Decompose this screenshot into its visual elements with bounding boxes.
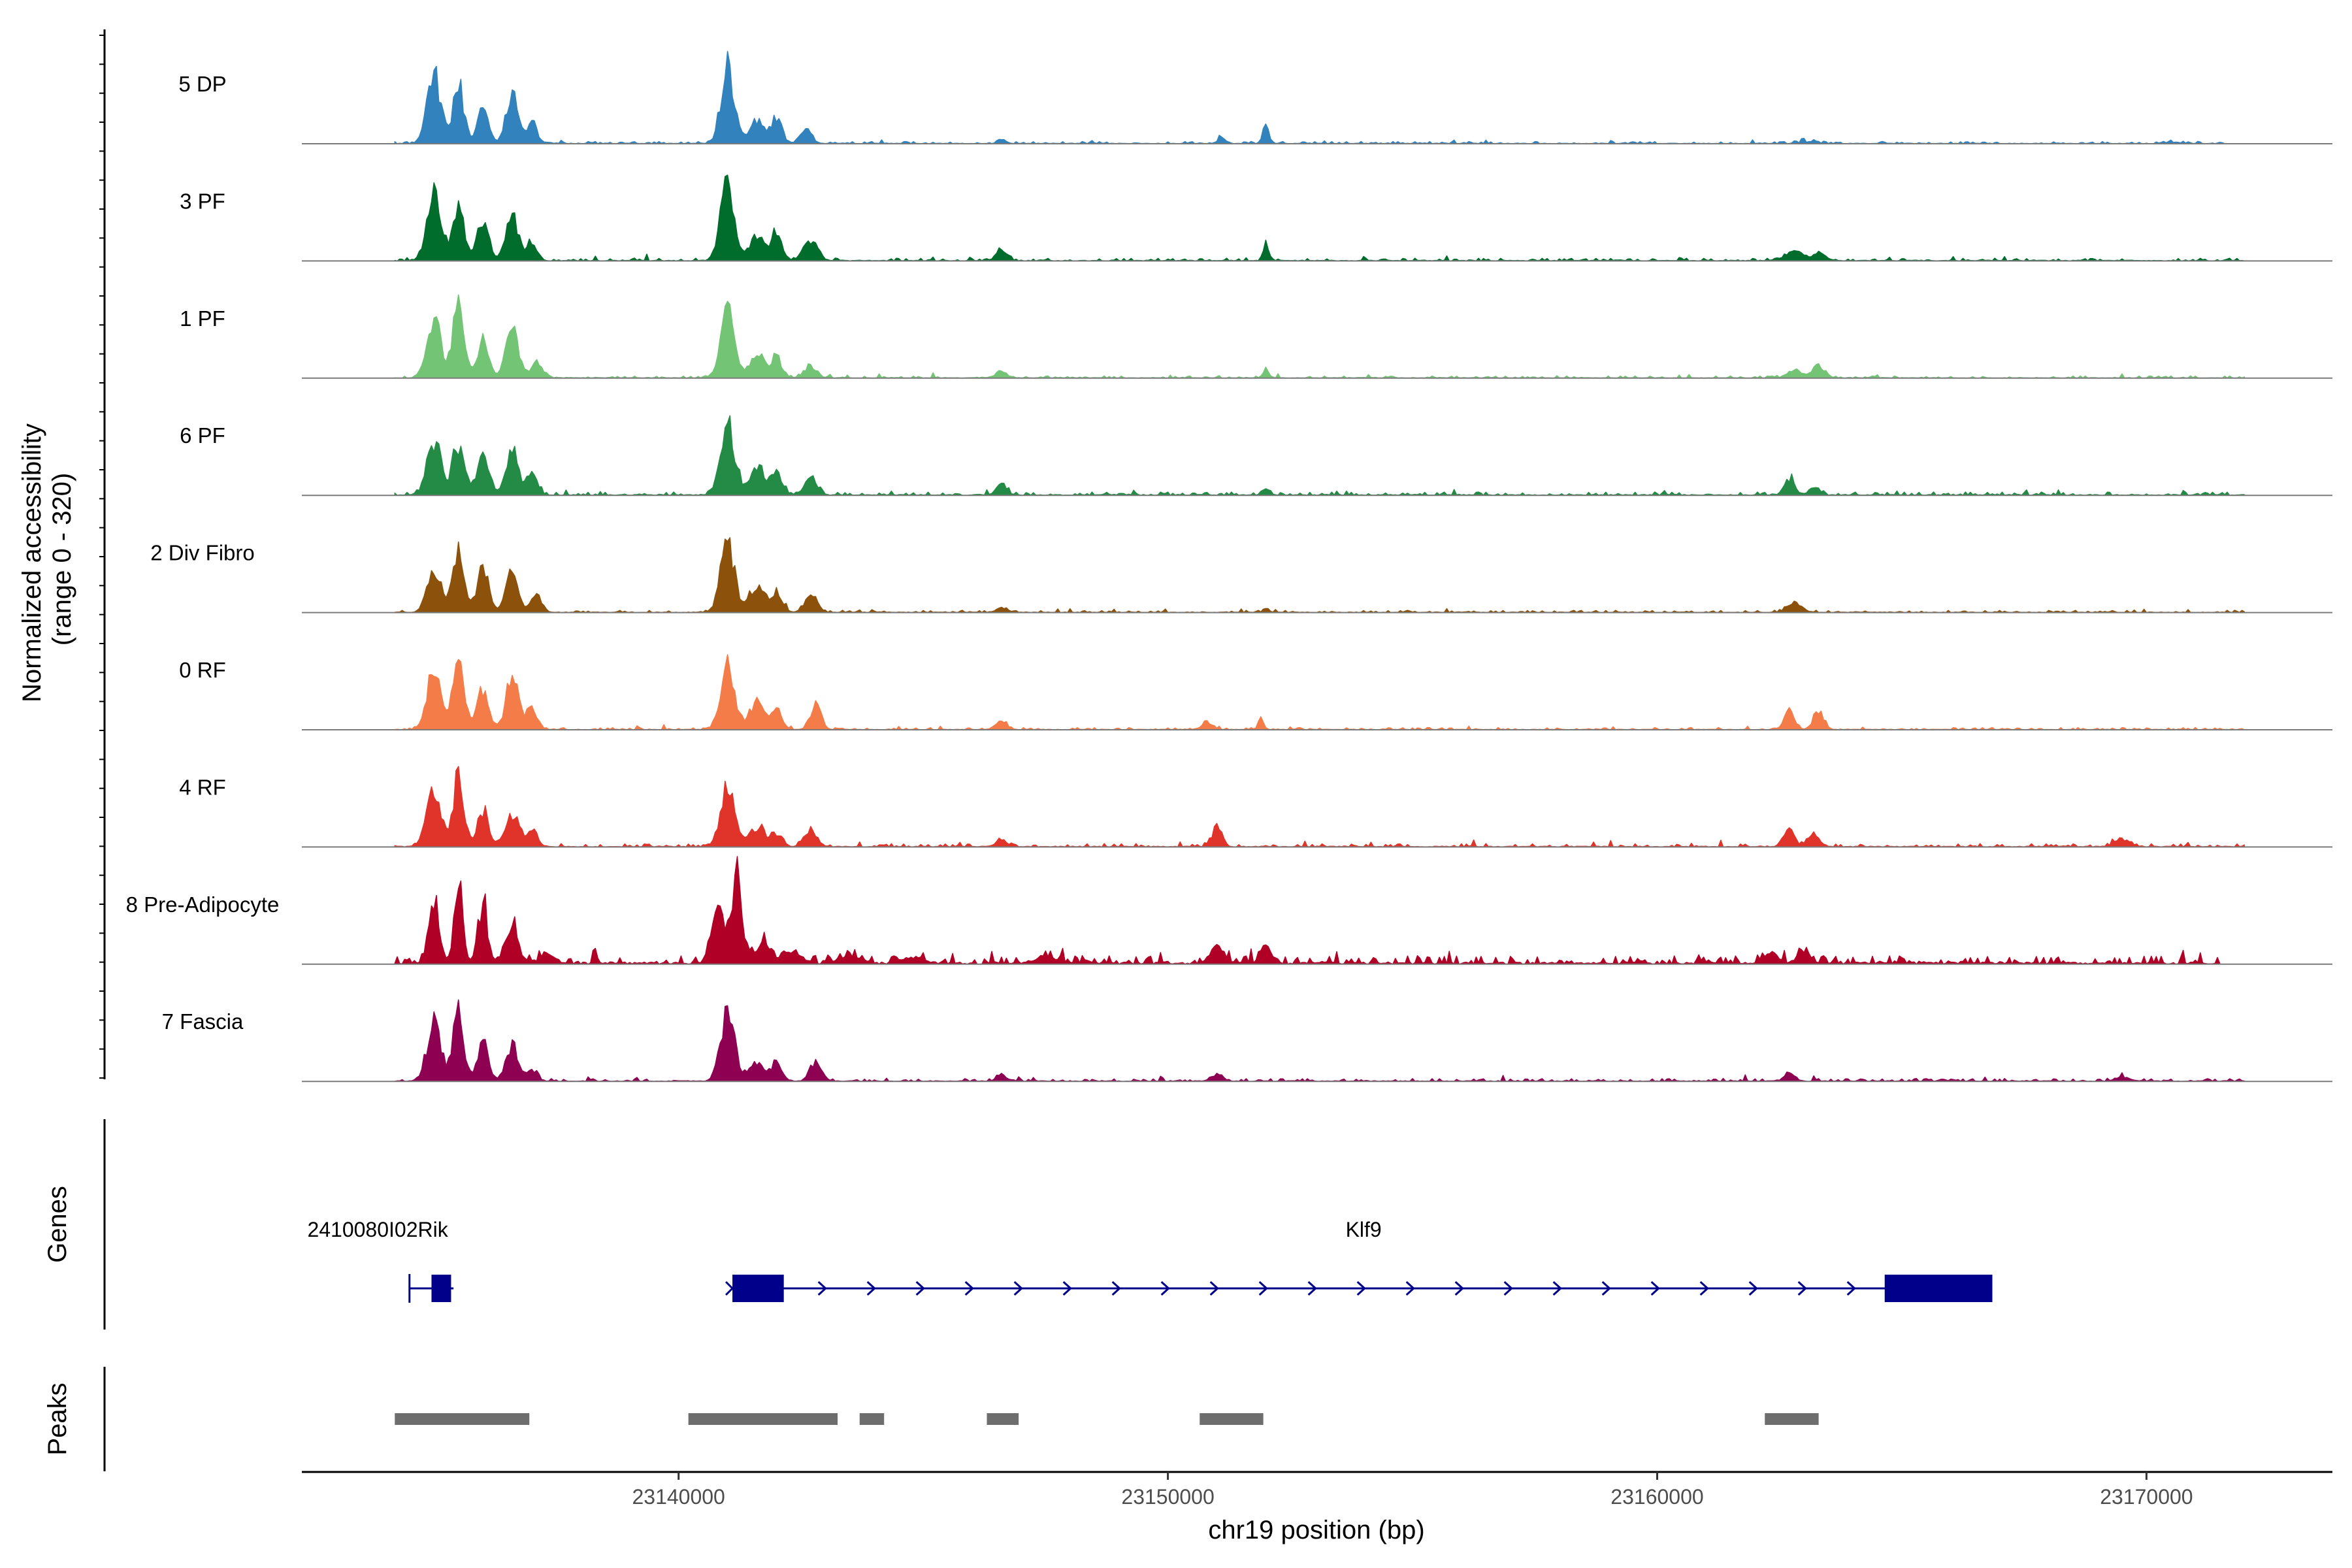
strand-arrow <box>915 1281 925 1296</box>
y-axis-label-line2: (range 0 - 320) <box>48 473 76 646</box>
coverage-area <box>394 50 2225 144</box>
coverage-area <box>394 654 2245 730</box>
peak-region <box>1200 1413 1264 1425</box>
coverage-area <box>394 294 2245 379</box>
track-6: 0 RF <box>179 654 2332 730</box>
track-label: 3 PF <box>180 189 225 213</box>
track-label: 8 Pre-Adipocyte <box>126 892 280 917</box>
peak-region <box>987 1413 1019 1425</box>
coverage-area <box>394 999 2245 1082</box>
coverage-y-axis <box>99 29 106 1079</box>
x-tick-label: 23160000 <box>1610 1485 1703 1509</box>
strand-arrow <box>1846 1281 1856 1296</box>
coverage-area <box>394 537 2245 613</box>
strand-arrow <box>1797 1281 1807 1296</box>
track-label: 7 Fascia <box>162 1009 244 1034</box>
strand-arrow <box>1356 1281 1366 1296</box>
track-label: 1 PF <box>180 306 225 331</box>
strand-arrow <box>1552 1281 1562 1296</box>
genes-panel-label: Genes <box>43 1186 72 1263</box>
peaks-panel-label: Peaks <box>43 1382 72 1455</box>
strand-arrow <box>1062 1281 1072 1296</box>
x-axis-ticks: 23140000 23150000 23160000 23170000 <box>632 1472 2193 1509</box>
strand-arrow <box>1748 1281 1758 1296</box>
y-axis-label-line1: Normalized accessibility <box>18 423 46 702</box>
strand-arrow <box>1699 1281 1709 1296</box>
gene-annotations: 2410080I02Rik Klf9 <box>307 1218 1993 1303</box>
strand-arrow <box>1454 1281 1464 1296</box>
track-label: 6 PF <box>180 423 225 448</box>
strand-arrow <box>1650 1281 1660 1296</box>
strand-arrow <box>725 1281 734 1296</box>
peak-region <box>1765 1413 1819 1425</box>
strand-arrow <box>1209 1281 1219 1296</box>
track-2: 3 PF <box>180 174 2332 262</box>
coverage-area <box>394 766 2245 848</box>
strand-arrow <box>1160 1281 1170 1296</box>
strand-arrow <box>964 1281 974 1296</box>
strand-arrow <box>1307 1281 1317 1296</box>
coverage-area <box>394 415 2245 496</box>
strand-arrow <box>1601 1281 1611 1296</box>
track-label: 4 RF <box>179 775 226 799</box>
coverage-tracks: 5 DP 3 PF 1 PF 6 PF 2 Div Fibro 0 RF 4 RF 8 Pre… <box>126 50 2332 1083</box>
gene-exon <box>431 1275 451 1302</box>
gene-exon <box>1884 1275 1993 1302</box>
track-3: 1 PF <box>180 294 2332 379</box>
coverage-area <box>394 174 2245 262</box>
track-8: 8 Pre-Adipocyte <box>126 856 2332 965</box>
x-tick-label: 23170000 <box>2100 1485 2193 1509</box>
y-axis-label: Normalized accessibility (range 0 - 320) <box>18 416 76 702</box>
strand-arrow <box>1258 1281 1268 1296</box>
track-label: 5 DP <box>178 72 226 96</box>
strand-arrow <box>1503 1281 1513 1296</box>
track-5: 2 Div Fibro <box>150 537 2332 613</box>
strand-arrow <box>817 1281 827 1296</box>
track-4: 6 PF <box>180 415 2332 497</box>
track-label: 0 RF <box>179 658 226 682</box>
strand-arrow <box>1405 1281 1415 1296</box>
peak-region <box>395 1413 530 1425</box>
x-tick-label: 23150000 <box>1121 1485 1214 1509</box>
coverage-area <box>394 856 2221 965</box>
gene-exon <box>732 1275 784 1302</box>
track-label: 2 Div Fibro <box>150 541 255 565</box>
gene-klf9: Klf9 <box>725 1218 1993 1302</box>
x-axis-label: chr19 position (bp) <box>1208 1516 1424 1544</box>
strand-arrow <box>866 1281 876 1296</box>
gene-2410080i02rik: 2410080I02Rik <box>307 1218 454 1303</box>
peak-region <box>688 1413 838 1425</box>
track-7: 4 RF <box>179 766 2332 848</box>
peak-regions <box>395 1413 1819 1425</box>
gene-label: Klf9 <box>1346 1218 1382 1241</box>
track-9: 7 Fascia <box>162 999 2332 1083</box>
x-tick-label: 23140000 <box>632 1485 725 1509</box>
peak-region <box>859 1413 885 1425</box>
gene-label: 2410080I02Rik <box>307 1218 448 1241</box>
strand-arrow <box>1013 1281 1023 1296</box>
strand-arrow <box>1111 1281 1121 1296</box>
track-1: 5 DP <box>178 50 2332 144</box>
